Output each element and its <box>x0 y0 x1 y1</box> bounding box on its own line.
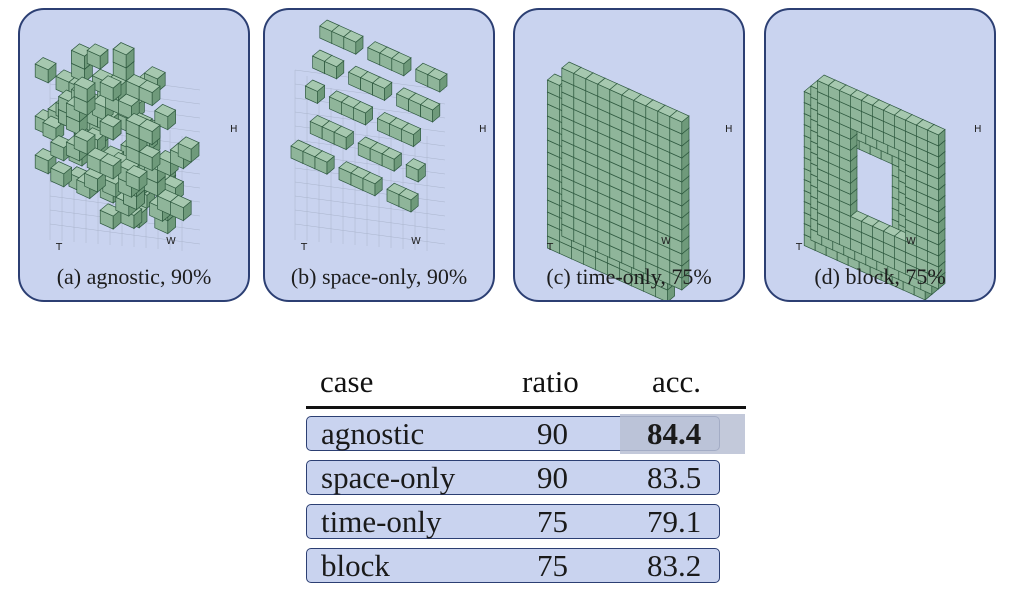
panel-caption: (a) agnostic, 90% <box>56 264 212 289</box>
axis-label-w: W <box>906 236 916 247</box>
table-row: agnostic 90 84.4 <box>306 414 745 454</box>
cell-acc: 79.1 <box>647 504 702 539</box>
panel-caption: (d) block, 75% <box>814 264 946 289</box>
axis-label-t: T <box>547 242 554 253</box>
axis-label-h: H <box>725 124 733 135</box>
cell-case: time-only <box>321 504 442 539</box>
cell-case: agnostic <box>321 416 425 451</box>
axis-label-t: T <box>796 242 803 253</box>
header-case: case <box>320 364 374 399</box>
cell-ratio: 90 <box>537 460 568 495</box>
axis-label-h: H <box>974 124 982 135</box>
cell-case: block <box>321 548 390 583</box>
panel-agnostic: H T W (a) agnostic, 90% <box>18 8 250 302</box>
axis-label-w: W <box>166 236 176 247</box>
masking-cube-block <box>803 74 946 300</box>
axis-label-w: W <box>411 236 421 247</box>
axis-label-w: W <box>661 236 671 247</box>
panel-time-only: H T W (c) time-only, 75% <box>513 8 745 302</box>
masking-cube-agnostic <box>34 42 201 251</box>
panel-space-only: H T W (b) space-only, 90% <box>263 8 495 302</box>
panel-caption: (b) space-only, 90% <box>290 264 468 289</box>
masking-cube-space-only <box>290 19 448 251</box>
cell-acc: 83.2 <box>647 548 702 583</box>
table-row: time-only 75 79.1 <box>306 504 720 539</box>
axis-label-h: H <box>230 124 238 135</box>
table-row: space-only 90 83.5 <box>306 460 720 495</box>
cell-acc: 84.4 <box>647 416 702 451</box>
panel-caption: (c) time-only, 75% <box>546 264 712 289</box>
axis-label-t: T <box>56 242 63 253</box>
best-highlight <box>620 414 745 454</box>
table-row: block 75 83.2 <box>306 548 720 583</box>
cell-case: space-only <box>321 460 456 495</box>
axis-label-h: H <box>479 124 487 135</box>
cell-ratio: 90 <box>537 416 568 451</box>
cell-acc: 83.5 <box>647 460 702 495</box>
cell-ratio: 75 <box>537 548 568 583</box>
masking-cube-time-only <box>546 61 690 300</box>
header-rule <box>306 406 746 409</box>
header-acc: acc. <box>652 364 702 399</box>
panel-block: H T W (d) block, 75% <box>764 8 996 302</box>
header-ratio: ratio <box>522 364 579 399</box>
axis-label-t: T <box>301 242 308 253</box>
cell-ratio: 75 <box>537 504 568 539</box>
